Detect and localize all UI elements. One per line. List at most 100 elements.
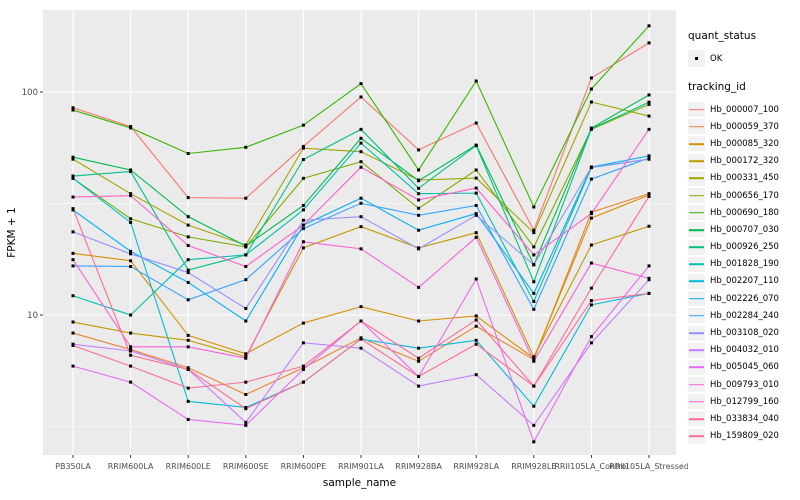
data-point-Hb_002284_240 [474, 203, 478, 207]
legend-item-Hb_002226_070: Hb_002226_070 [688, 290, 800, 307]
data-point-Hb_012799_160 [532, 253, 536, 257]
data-point-Hb_000085_320 [474, 314, 478, 318]
legend-line-swatch [689, 263, 704, 266]
data-point-Hb_003108_020 [589, 165, 593, 169]
legend-line-swatch [689, 194, 704, 197]
legend-item-Hb_000059_370: Hb_000059_370 [688, 118, 800, 135]
data-point-Hb_004032_010 [129, 349, 133, 353]
line-key-icon [688, 273, 705, 289]
data-point-Hb_033834_040 [244, 380, 248, 384]
data-point-Hb_005045_060 [186, 417, 190, 421]
data-point-Hb_004032_010 [359, 346, 363, 350]
data-point-Hb_009793_010 [359, 247, 363, 251]
data-point-Hb_005045_060 [589, 335, 593, 339]
legend-item-Hb_000085_320: Hb_000085_320 [688, 135, 800, 152]
data-point-Hb_000331_450 [359, 150, 363, 154]
data-point-Hb_000331_450 [186, 223, 190, 227]
data-point-Hb_000085_320 [532, 356, 536, 360]
legend-item-label: Hb_001828_190 [710, 259, 779, 270]
data-point-Hb_001828_190 [532, 299, 536, 303]
legend-line-swatch [689, 349, 704, 352]
data-point-Hb_001828_190 [417, 192, 421, 196]
quant-status-key-box [688, 50, 705, 67]
data-point-Hb_002284_240 [129, 265, 133, 269]
line-key-icon [688, 377, 705, 393]
data-point-Hb_001828_190 [359, 141, 363, 145]
data-point-Hb_009793_010 [71, 258, 75, 262]
legend-item-label: Hb_000172_320 [710, 156, 779, 167]
data-point-Hb_012799_160 [417, 198, 421, 202]
legend-item-Hb_159809_020: Hb_159809_020 [688, 428, 800, 445]
data-point-Hb_004032_010 [474, 373, 478, 377]
legend-item-Hb_002207_110: Hb_002207_110 [688, 273, 800, 290]
data-point-Hb_012799_160 [474, 186, 478, 190]
legend-item-label: OK [710, 53, 723, 64]
data-point-Hb_159809_020 [186, 367, 190, 371]
x-tick-label: RRIM600LA [108, 462, 154, 471]
y-tick-label: 10 [27, 311, 38, 321]
legend-item-Hb_000656_170: Hb_000656_170 [688, 187, 800, 204]
data-point-Hb_000172_320 [474, 231, 478, 235]
line-key-icon [688, 102, 705, 118]
legend-item-label: Hb_159809_020 [710, 431, 779, 442]
data-point-Hb_000331_450 [71, 157, 75, 161]
data-point-Hb_000707_030 [301, 203, 305, 207]
data-point-Hb_003108_020 [186, 271, 190, 275]
data-point-Hb_009793_010 [186, 345, 190, 349]
data-point-Hb_000007_100 [417, 148, 421, 152]
tracking-id-legend-entries: Hb_000007_100 Hb_000059_370 Hb_000085_320 H… [688, 101, 800, 445]
data-point-Hb_012799_160 [301, 223, 305, 227]
x-tick-label: RRIM600LE [166, 462, 211, 471]
data-point-Hb_000926_250 [301, 158, 305, 162]
data-point-Hb_000926_250 [474, 144, 478, 148]
data-point-Hb_009793_010 [301, 240, 305, 244]
data-point-Hb_000690_180 [129, 126, 133, 130]
data-point-Hb_000690_180 [301, 123, 305, 127]
data-point-Hb_000707_030 [647, 93, 651, 97]
data-point-Hb_000656_170 [647, 102, 651, 106]
data-point-Hb_159809_020 [589, 299, 593, 303]
legend-line-swatch [689, 229, 704, 231]
legend-line-swatch [689, 400, 704, 403]
data-point-Hb_000059_370 [301, 366, 305, 370]
data-point-Hb_002207_110 [186, 399, 190, 403]
legend-item-label: Hb_000331_450 [710, 173, 779, 184]
data-point-Hb_001828_190 [186, 258, 190, 262]
data-point-Hb_159809_020 [301, 380, 305, 384]
legend-item-Hb_003108_020: Hb_003108_020 [688, 324, 800, 341]
data-point-Hb_000331_450 [474, 176, 478, 180]
data-point-Hb_000172_320 [186, 338, 190, 342]
data-point-Hb_005045_060 [647, 264, 651, 268]
legend-item-label: Hb_033834_040 [710, 413, 779, 424]
data-point-Hb_000926_250 [71, 174, 75, 178]
data-point-Hb_003108_020 [647, 157, 651, 161]
line-key-icon [688, 136, 705, 152]
legend-item-Hb_000172_320: Hb_000172_320 [688, 153, 800, 170]
legend-item-Hb_000707_030: Hb_000707_030 [688, 221, 800, 238]
legend-title-quant-status: quant_status [688, 30, 757, 42]
data-point-Hb_033834_040 [647, 194, 651, 198]
legend-item-label: Hb_000707_030 [710, 224, 779, 235]
legend-item-label: Hb_005045_060 [710, 362, 779, 373]
data-point-Hb_009793_010 [647, 276, 651, 280]
data-point-Hb_159809_020 [417, 374, 421, 378]
data-point-Hb_001828_190 [301, 208, 305, 212]
data-point-Hb_000172_320 [647, 224, 651, 228]
data-point-Hb_000656_170 [129, 217, 133, 221]
data-point-Hb_003108_020 [71, 230, 75, 234]
data-point-Hb_000172_320 [129, 331, 133, 335]
data-point-Hb_000690_180 [71, 108, 75, 112]
legend-item-Hb_004032_010: Hb_004032_010 [688, 342, 800, 359]
legend-line-swatch [689, 435, 704, 437]
data-point-Hb_000690_180 [417, 168, 421, 172]
y-axis-title: FPKM + 1 [6, 207, 18, 257]
data-point-Hb_000656_170 [359, 160, 363, 164]
data-point-Hb_002284_240 [71, 264, 75, 268]
data-point-Hb_000690_180 [359, 82, 363, 86]
data-point-Hb_033834_040 [186, 386, 190, 390]
x-tick-label: RRIM600PE [281, 462, 327, 471]
data-point-Hb_033834_040 [589, 286, 593, 290]
data-point-Hb_004032_010 [301, 341, 305, 345]
data-point-Hb_000656_170 [474, 168, 478, 172]
legend-item-label: Hb_002226_070 [710, 293, 779, 304]
